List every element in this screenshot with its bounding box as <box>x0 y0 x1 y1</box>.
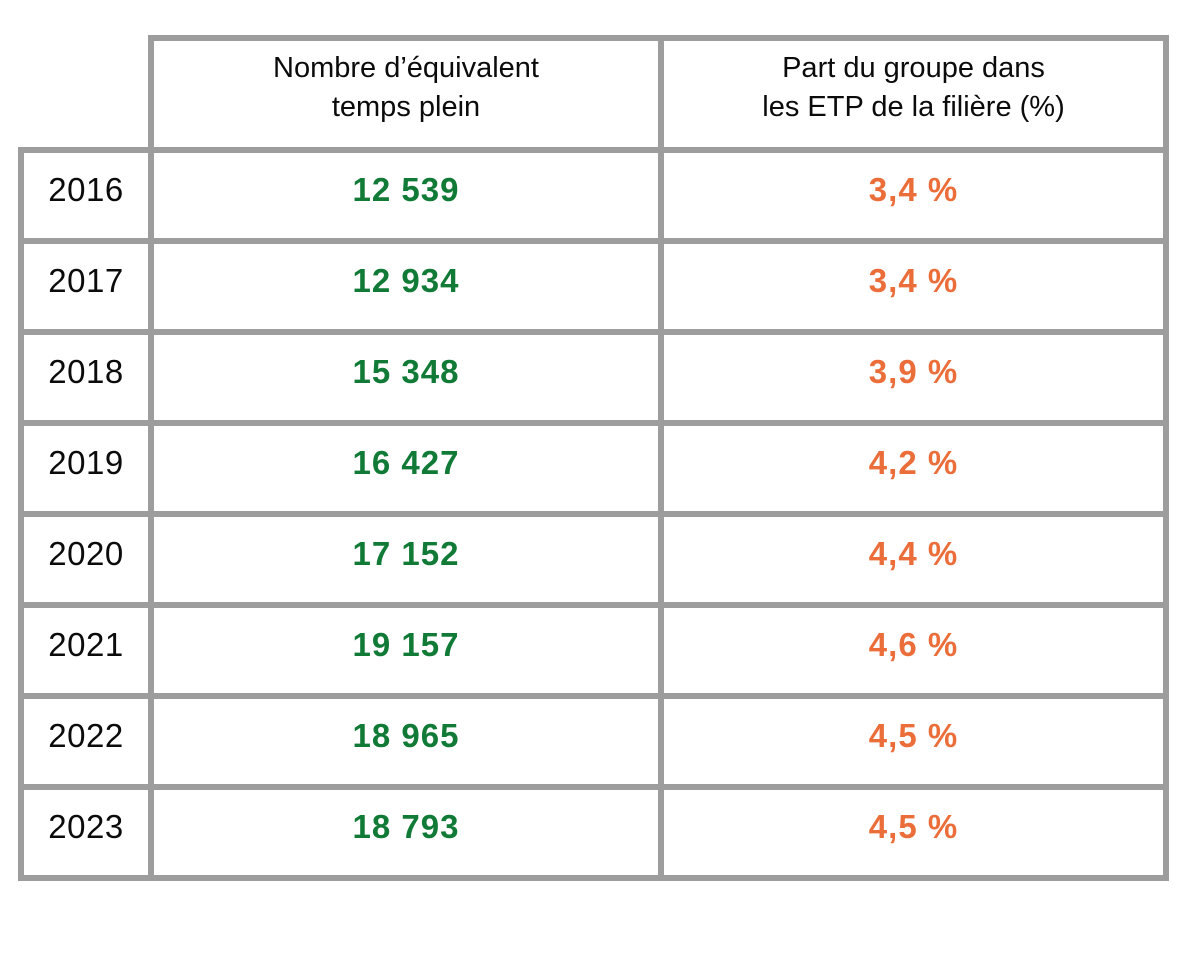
table-row: 2016 12 539 3,4 % <box>18 147 1169 244</box>
corner-empty-cell <box>21 38 151 150</box>
share-value-cell: 3,4 % <box>658 147 1169 244</box>
year-cell: 2018 <box>18 329 154 426</box>
share-value-cell: 4,5 % <box>658 693 1169 790</box>
table-row: 2020 17 152 4,4 % <box>18 511 1169 608</box>
share-value-cell: 3,4 % <box>658 238 1169 335</box>
header-etp-line2: temps plein <box>331 91 481 123</box>
etp-value-cell: 17 152 <box>148 511 664 608</box>
table-row: 2018 15 348 3,9 % <box>18 329 1169 426</box>
year-cell: 2016 <box>18 147 154 244</box>
etp-value-cell: 12 934 <box>148 238 664 335</box>
year-cell: 2020 <box>18 511 154 608</box>
table-header-row: Nombre d’équivalent temps plein Part du … <box>21 35 1169 153</box>
year-cell: 2017 <box>18 238 154 335</box>
column-header-etp: Nombre d’équivalent temps plein <box>148 35 664 153</box>
etp-value-cell: 19 157 <box>148 602 664 699</box>
share-value-cell: 3,9 % <box>658 329 1169 426</box>
table-row: 2019 16 427 4,2 % <box>18 420 1169 517</box>
year-cell: 2021 <box>18 602 154 699</box>
header-share-line1: Part du groupe dans <box>782 52 1045 84</box>
share-value-cell: 4,4 % <box>658 511 1169 608</box>
header-share-line2: les ETP de la filière (%) <box>762 91 1065 123</box>
year-cell: 2022 <box>18 693 154 790</box>
share-value-cell: 4,5 % <box>658 784 1169 881</box>
table-row: 2017 12 934 3,4 % <box>18 238 1169 335</box>
etp-value-cell: 15 348 <box>148 329 664 426</box>
table-row: 2022 18 965 4,5 % <box>18 693 1169 790</box>
etp-table: Nombre d’équivalent temps plein Part du … <box>18 35 1169 881</box>
etp-value-cell: 16 427 <box>148 420 664 517</box>
table-row: 2021 19 157 4,6 % <box>18 602 1169 699</box>
share-value-cell: 4,2 % <box>658 420 1169 517</box>
etp-value-cell: 18 793 <box>148 784 664 881</box>
year-cell: 2023 <box>18 784 154 881</box>
share-value-cell: 4,6 % <box>658 602 1169 699</box>
header-etp-line1: Nombre d’équivalent <box>273 52 539 84</box>
etp-value-cell: 18 965 <box>148 693 664 790</box>
column-header-share: Part du groupe dans les ETP de la filièr… <box>658 35 1169 153</box>
table-row: 2023 18 793 4,5 % <box>18 784 1169 881</box>
etp-value-cell: 12 539 <box>148 147 664 244</box>
year-cell: 2019 <box>18 420 154 517</box>
